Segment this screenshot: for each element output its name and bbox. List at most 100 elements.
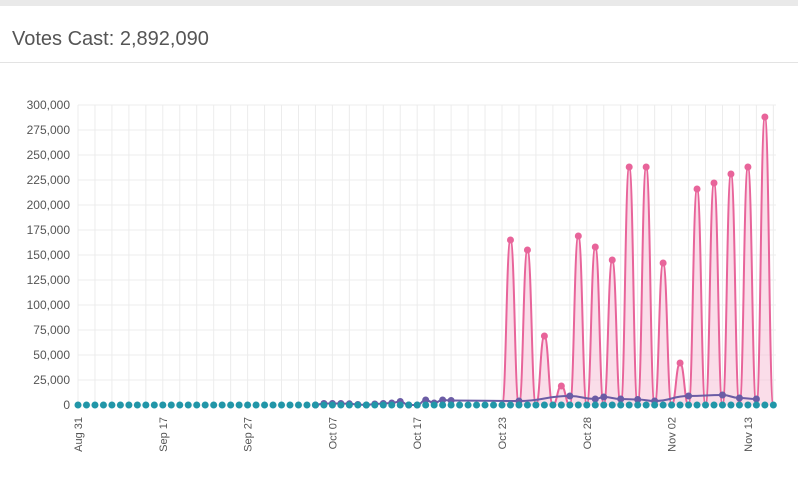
data-point [617, 395, 625, 403]
y-tick-label: 75,000 [33, 323, 70, 337]
baseline-point [371, 401, 379, 409]
baseline-point [396, 401, 404, 409]
baseline-point [294, 401, 302, 409]
baseline-point [574, 401, 582, 409]
baseline-point [685, 401, 693, 409]
baseline-point [303, 401, 311, 409]
baseline-point [201, 401, 209, 409]
baseline-point [668, 401, 676, 409]
baseline-point [244, 401, 252, 409]
baseline-point [405, 401, 413, 409]
baseline-point [430, 401, 438, 409]
data-point [608, 256, 616, 264]
chart-series [74, 113, 777, 409]
data-point [439, 396, 447, 404]
baseline-point [735, 401, 743, 409]
baseline-point [91, 401, 99, 409]
data-point [718, 391, 726, 399]
baseline-point [142, 401, 150, 409]
data-point [659, 259, 667, 267]
baseline-point [235, 401, 243, 409]
data-point [676, 359, 684, 367]
baseline-point [557, 401, 565, 409]
baseline-point [286, 401, 294, 409]
baseline-point [116, 401, 124, 409]
x-tick-label: Aug 31 [73, 417, 85, 452]
data-point [752, 395, 760, 403]
data-point [540, 332, 548, 340]
baseline-point [591, 401, 599, 409]
baseline-point [252, 401, 260, 409]
baseline-point [184, 401, 192, 409]
baseline-point [752, 401, 760, 409]
baseline-point [693, 401, 701, 409]
baseline-point [651, 401, 659, 409]
baseline-point [193, 401, 201, 409]
baseline-point [328, 401, 336, 409]
baseline-point [159, 401, 167, 409]
baseline-point [549, 401, 557, 409]
baseline-point [608, 401, 616, 409]
baseline-point [642, 401, 650, 409]
data-point [685, 392, 693, 400]
x-axis-ticks: Aug 31 Sep 17 Sep 27 Oct 07 Oct 17 Oct 23 Oct … [73, 417, 755, 452]
baseline-point [566, 401, 574, 409]
baseline-point [617, 401, 625, 409]
baseline-point [82, 401, 90, 409]
y-tick-label: 300,000 [27, 98, 71, 112]
baseline-point [413, 401, 421, 409]
x-tick-label: Nov 02 [667, 417, 679, 452]
baseline-point [702, 401, 710, 409]
y-tick-label: 150,000 [27, 248, 71, 262]
y-axis-ticks: 0 25,000 50,000 75,000 100,000 125,000 150,000… [27, 98, 71, 412]
y-tick-label: 225,000 [27, 173, 71, 187]
data-point [693, 185, 701, 193]
baseline-point [761, 401, 769, 409]
data-point [422, 396, 430, 404]
baseline-point [676, 401, 684, 409]
baseline-point [718, 401, 726, 409]
baseline-point [227, 401, 235, 409]
baseline-point [320, 401, 328, 409]
baseline-point [659, 401, 667, 409]
votes-cast-total: 2,892,090 [119, 28, 209, 50]
baseline-point [354, 401, 362, 409]
baseline-point [311, 401, 319, 409]
baseline-point [167, 401, 175, 409]
baseline-point [74, 401, 82, 409]
data-point [625, 163, 633, 171]
baseline-point [583, 401, 591, 409]
baseline-point [261, 401, 269, 409]
baseline-point [540, 401, 548, 409]
data-point [634, 396, 642, 403]
baseline-point [464, 401, 472, 409]
baseline-point [498, 401, 506, 409]
baseline-point [447, 401, 455, 409]
baseline-point [210, 401, 218, 409]
x-tick-label: Nov 13 [743, 417, 755, 452]
y-tick-label: 200,000 [27, 198, 71, 212]
x-tick-label: Sep 17 [158, 417, 170, 452]
top-strip [0, 0, 798, 6]
data-point [761, 113, 769, 121]
baseline-point [362, 401, 370, 409]
y-tick-label: 125,000 [27, 273, 71, 287]
data-point [523, 246, 531, 254]
baseline-point [133, 401, 141, 409]
baseline-point [710, 401, 718, 409]
y-tick-label: 50,000 [33, 348, 70, 362]
y-tick-label: 275,000 [27, 123, 71, 137]
baseline-point [269, 401, 277, 409]
x-tick-label: Sep 27 [243, 417, 255, 452]
y-tick-label: 175,000 [27, 223, 71, 237]
votes-cast-label: Votes Cast: [12, 28, 115, 50]
data-point [600, 393, 608, 401]
baseline-point [422, 401, 430, 409]
data-point [744, 163, 752, 171]
baseline-point [481, 401, 489, 409]
baseline-point [625, 401, 633, 409]
data-point [566, 392, 574, 400]
baseline-point [108, 401, 116, 409]
baseline-point [176, 401, 184, 409]
data-point [642, 163, 650, 171]
